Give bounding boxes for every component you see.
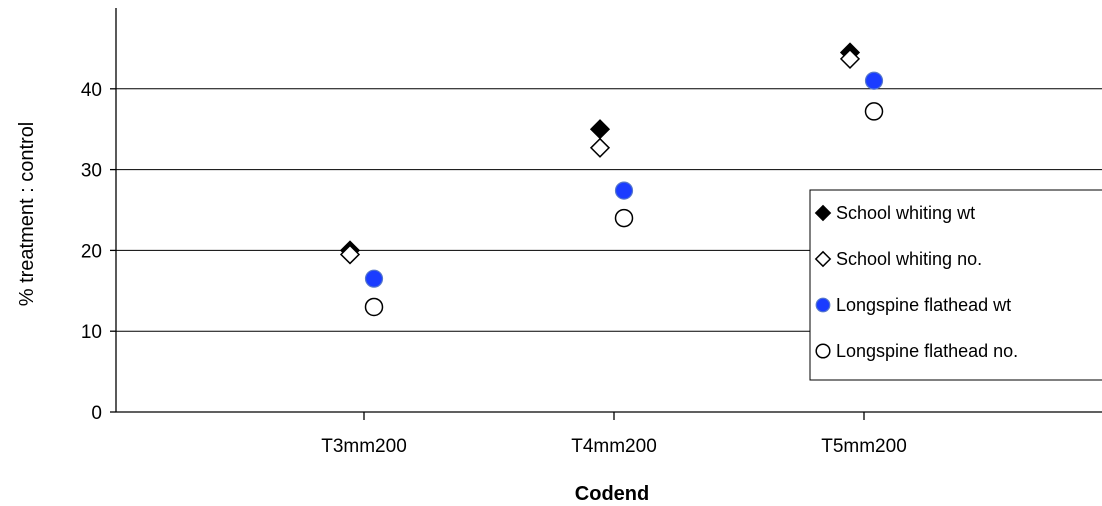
- y-tick-label: 30: [81, 161, 102, 182]
- data-point: [864, 102, 884, 121]
- data-point: [839, 48, 861, 69]
- legend-marker: [815, 297, 831, 313]
- data-point: [864, 71, 884, 90]
- x-ticks: T3mm200 T4mm200 T5mm200: [321, 412, 907, 457]
- legend-label: Longspine flathead wt: [836, 295, 1011, 315]
- legend: School whiting wt School whiting no. Longs…: [809, 189, 1102, 381]
- x-tick-label: T5mm200: [821, 436, 907, 457]
- x-tick-label: T3mm200: [321, 436, 407, 457]
- y-ticks: 0 10 20 30 40: [81, 80, 116, 424]
- y-tick-label: 10: [81, 322, 102, 343]
- data-point: [589, 137, 611, 158]
- data-point: [364, 269, 384, 288]
- y-tick-label: 0: [91, 403, 102, 424]
- y-tick-label: 40: [81, 80, 102, 101]
- data-point: [364, 297, 384, 317]
- axes: [115, 8, 1102, 413]
- legend-marker: [814, 204, 832, 222]
- legend-label: School whiting wt: [836, 203, 975, 223]
- data-points: [339, 42, 884, 317]
- data-point: [339, 244, 361, 265]
- y-axis-title: % treatment : control: [16, 122, 38, 307]
- legend-marker: [815, 343, 831, 359]
- data-point: [589, 119, 611, 140]
- data-point: [614, 181, 634, 200]
- legend-label: Longspine flathead no.: [836, 341, 1018, 361]
- legend-label: School whiting no.: [836, 249, 982, 269]
- legend-box: [809, 189, 1102, 381]
- x-axis-title: Codend: [575, 483, 649, 505]
- y-tick-label: 20: [81, 241, 102, 262]
- data-point: [614, 208, 634, 228]
- legend-marker: [814, 250, 832, 268]
- x-tick-label: T4mm200: [571, 436, 657, 457]
